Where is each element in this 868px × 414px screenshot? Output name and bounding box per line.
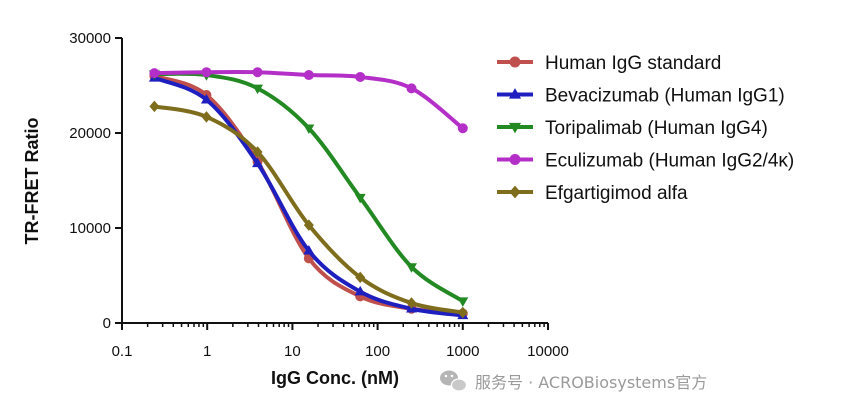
data-point bbox=[252, 84, 264, 95]
series-4 bbox=[149, 100, 468, 319]
series-line bbox=[152, 71, 465, 304]
data-point bbox=[201, 111, 212, 123]
legend: Human IgG standard Bevacizumab (Human IgG… bbox=[497, 53, 794, 204]
legend-label: Human IgG standard bbox=[545, 53, 721, 74]
y-tick-label: 10000 bbox=[69, 220, 111, 237]
x-ticks: 0.1 1 10 100 1000 10000 bbox=[112, 323, 569, 360]
data-point bbox=[149, 100, 160, 113]
data-point bbox=[303, 70, 314, 81]
data-point bbox=[355, 71, 366, 82]
watermark: 服务号 · ACROBiosystems官方 bbox=[440, 370, 707, 392]
legend-label: Toripalimab (Human IgG4) bbox=[545, 118, 768, 139]
data-point bbox=[354, 193, 366, 204]
series-line bbox=[152, 74, 465, 316]
legend-marker bbox=[508, 122, 522, 134]
data-point bbox=[406, 83, 417, 94]
data-point bbox=[457, 306, 468, 319]
x-axis-title: IgG Conc. (nM) bbox=[271, 368, 399, 388]
data-point bbox=[457, 297, 469, 307]
x-tick-label: 10000 bbox=[527, 343, 569, 360]
x-tick-label: 100 bbox=[365, 343, 390, 360]
x-tick-label: 10 bbox=[284, 343, 301, 360]
data-point bbox=[406, 297, 417, 309]
legend-item: Human IgG standard bbox=[497, 53, 721, 74]
series-2 bbox=[148, 70, 469, 307]
legend-marker bbox=[509, 185, 521, 199]
series-1 bbox=[148, 72, 469, 320]
legend-item: Bevacizumab (Human IgG1) bbox=[497, 86, 785, 107]
data-point bbox=[354, 285, 366, 296]
axes bbox=[121, 38, 548, 324]
watermark-text: 服务号 · ACROBiosystems官方 bbox=[475, 373, 707, 392]
data-point bbox=[303, 219, 314, 231]
data-point bbox=[252, 146, 263, 158]
legend-marker bbox=[508, 88, 522, 99]
legend-label: Eculizumab (Human IgG2/4κ) bbox=[545, 151, 794, 172]
legend-item: Eculizumab (Human IgG2/4κ) bbox=[497, 151, 794, 172]
data-point bbox=[149, 68, 160, 79]
y-tick-label: 20000 bbox=[69, 125, 111, 142]
data-point bbox=[406, 263, 418, 273]
data-point bbox=[200, 94, 212, 104]
series-line bbox=[152, 104, 465, 315]
y-tick-label: 30000 bbox=[69, 30, 111, 47]
series-3 bbox=[149, 67, 468, 134]
wechat-icon bbox=[440, 370, 468, 392]
legend-item: Efgartigimod alfa bbox=[497, 183, 688, 204]
x-tick-label: 1 bbox=[203, 343, 211, 360]
data-point bbox=[303, 245, 315, 255]
legend-marker bbox=[509, 56, 521, 68]
data-point bbox=[252, 157, 264, 168]
x-tick-label: 1000 bbox=[446, 343, 479, 360]
series-line bbox=[152, 69, 465, 131]
series-0 bbox=[149, 71, 468, 319]
legend-marker bbox=[509, 154, 521, 165]
legend-label: Efgartigimod alfa bbox=[545, 183, 688, 204]
y-ticks: 0 10000 20000 30000 bbox=[69, 30, 122, 332]
x-tick-label: 0.1 bbox=[112, 343, 133, 360]
legend-item: Toripalimab (Human IgG4) bbox=[497, 118, 768, 139]
data-point bbox=[303, 124, 315, 134]
data-point bbox=[252, 67, 263, 78]
data-point bbox=[355, 271, 366, 284]
series-group bbox=[148, 67, 469, 320]
data-point bbox=[457, 123, 468, 134]
y-tick-label: 0 bbox=[103, 315, 111, 332]
y-axis-title: TR-FRET Ratio bbox=[22, 118, 42, 245]
data-point bbox=[201, 67, 212, 78]
legend-label: Bevacizumab (Human IgG1) bbox=[545, 86, 785, 107]
